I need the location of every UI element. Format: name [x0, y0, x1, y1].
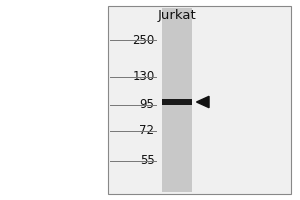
Text: 250: 250 [132, 33, 154, 46]
Text: 72: 72 [140, 124, 154, 138]
Text: 95: 95 [140, 98, 154, 112]
Text: Jurkat: Jurkat [158, 9, 196, 22]
Text: 130: 130 [132, 71, 154, 84]
Bar [108, 6, 291, 194]
Bar [162, 8, 192, 192]
Polygon shape [196, 96, 209, 108]
Bar [162, 99, 192, 105]
Text: 55: 55 [140, 154, 154, 168]
